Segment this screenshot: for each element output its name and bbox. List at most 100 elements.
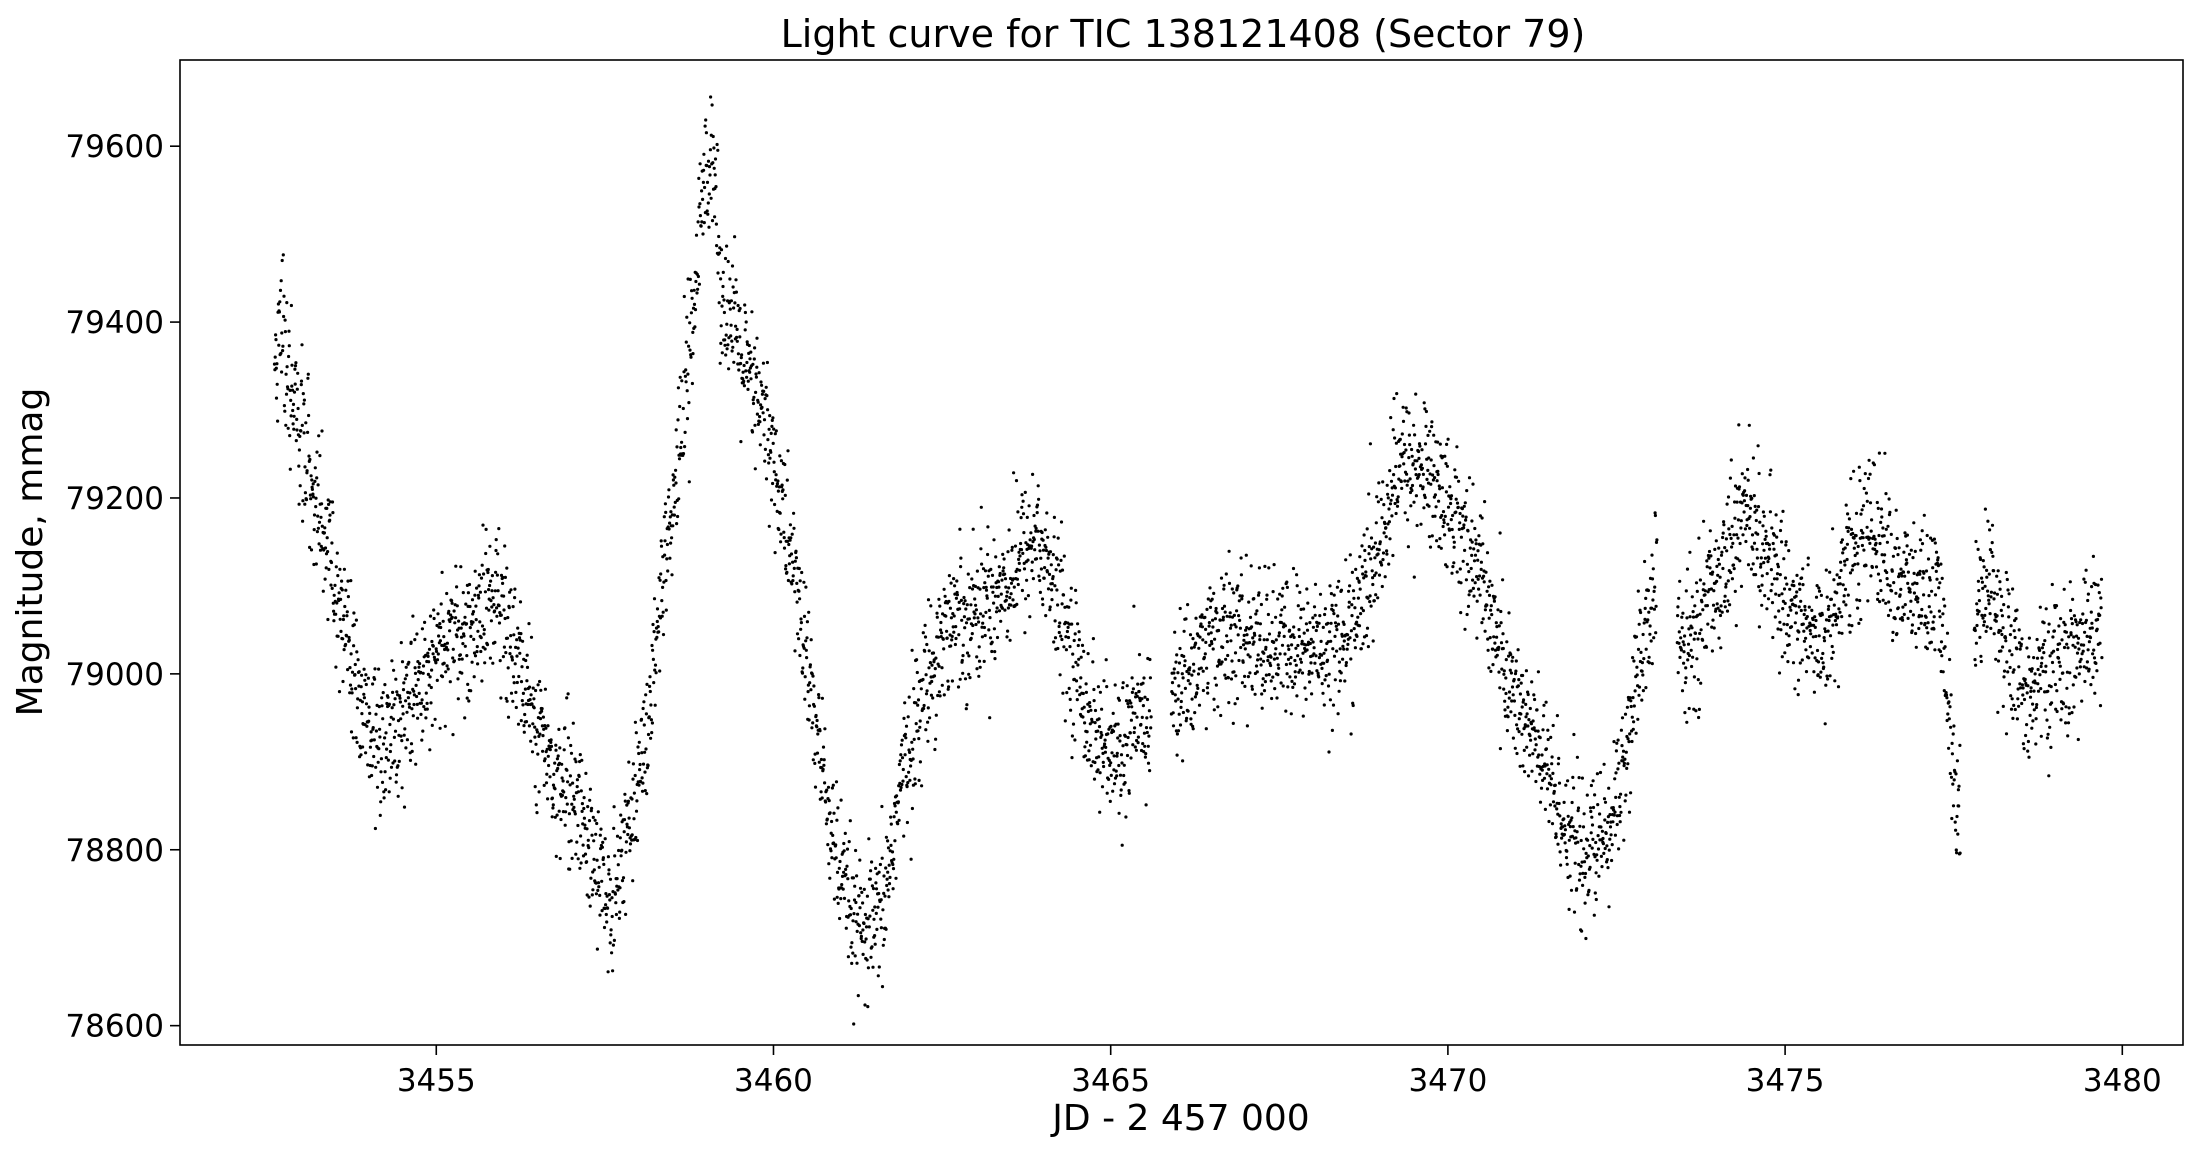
data-point	[532, 697, 536, 701]
data-point	[1329, 621, 1333, 625]
data-point	[1900, 574, 1904, 578]
data-point	[1307, 669, 1311, 674]
data-point	[946, 687, 950, 691]
data-point	[855, 961, 859, 965]
data-point	[1591, 805, 1596, 810]
data-point	[1539, 786, 1544, 790]
data-point	[401, 712, 405, 716]
data-point	[488, 656, 492, 660]
data-point	[607, 872, 611, 876]
data-point	[1069, 708, 1073, 712]
data-point	[725, 347, 729, 351]
data-point	[366, 676, 370, 680]
data-point	[1802, 639, 1806, 643]
data-point	[879, 917, 883, 921]
data-point	[1591, 837, 1595, 842]
data-point	[987, 608, 992, 613]
data-point	[2007, 615, 2011, 619]
data-point	[414, 683, 418, 688]
data-point	[1176, 729, 1181, 733]
data-point	[2058, 642, 2062, 646]
data-point	[448, 619, 452, 624]
data-point	[1625, 766, 1629, 771]
data-point	[1184, 719, 1188, 723]
data-point	[1474, 542, 1478, 546]
data-point	[634, 731, 638, 735]
data-point	[320, 524, 324, 528]
data-point	[2004, 570, 2008, 575]
data-point	[1769, 589, 1773, 593]
data-point	[301, 499, 305, 503]
data-point	[674, 481, 678, 485]
data-point	[1451, 535, 1455, 539]
data-point	[1687, 706, 1691, 711]
data-point	[348, 666, 352, 670]
data-point	[510, 658, 514, 662]
data-point	[974, 608, 979, 612]
data-point	[880, 856, 884, 860]
data-point	[1406, 479, 1410, 483]
data-point	[807, 704, 812, 708]
data-point	[1549, 735, 1553, 740]
data-point	[664, 578, 668, 583]
data-point	[669, 510, 673, 514]
data-point	[676, 514, 680, 519]
data-point	[1577, 878, 1582, 882]
data-point	[2082, 643, 2086, 647]
data-point	[1330, 728, 1334, 733]
data-point	[1067, 605, 1071, 609]
data-point	[790, 582, 794, 586]
data-point	[1908, 587, 1912, 591]
data-point	[283, 318, 287, 322]
data-point	[1292, 635, 1296, 640]
data-point	[1285, 672, 1289, 676]
data-point	[716, 148, 720, 152]
data-point	[1076, 622, 1080, 626]
data-point	[1826, 629, 1830, 633]
data-point	[613, 854, 617, 858]
data-point	[585, 893, 589, 897]
data-point	[1199, 666, 1203, 670]
data-point	[1293, 658, 1297, 663]
data-point	[550, 815, 554, 819]
data-point	[844, 873, 848, 877]
data-point	[751, 401, 756, 406]
data-point	[754, 375, 759, 379]
data-point	[1841, 551, 1845, 555]
data-point	[1192, 669, 1196, 673]
data-point	[461, 591, 465, 595]
data-point	[1243, 674, 1247, 679]
data-point	[908, 750, 912, 755]
data-point	[275, 382, 279, 386]
data-point	[1188, 682, 1192, 686]
data-point	[1102, 679, 1106, 683]
data-point	[848, 913, 853, 917]
data-point	[1513, 713, 1517, 718]
data-point	[1733, 500, 1737, 504]
data-point	[275, 362, 279, 366]
data-point	[1785, 623, 1789, 627]
data-point	[1382, 503, 1386, 507]
data-point	[1194, 616, 1198, 620]
data-point	[428, 614, 433, 618]
data-point	[777, 485, 781, 489]
data-point	[504, 696, 508, 701]
data-point	[2053, 682, 2057, 687]
data-point	[1322, 651, 1326, 655]
data-point	[1794, 604, 1798, 608]
data-point	[1323, 607, 1327, 611]
data-point	[1601, 842, 1605, 846]
data-point	[763, 459, 767, 463]
data-point	[1910, 623, 1914, 627]
data-point	[1723, 594, 1727, 598]
data-point	[959, 565, 963, 569]
data-point	[1469, 589, 1473, 593]
data-point	[2054, 604, 2059, 608]
data-point	[527, 622, 531, 626]
data-point	[789, 552, 794, 556]
data-point	[1245, 633, 1249, 637]
data-point	[860, 890, 864, 895]
data-point	[1465, 612, 1469, 617]
data-point	[2061, 671, 2065, 675]
data-point	[641, 781, 645, 785]
